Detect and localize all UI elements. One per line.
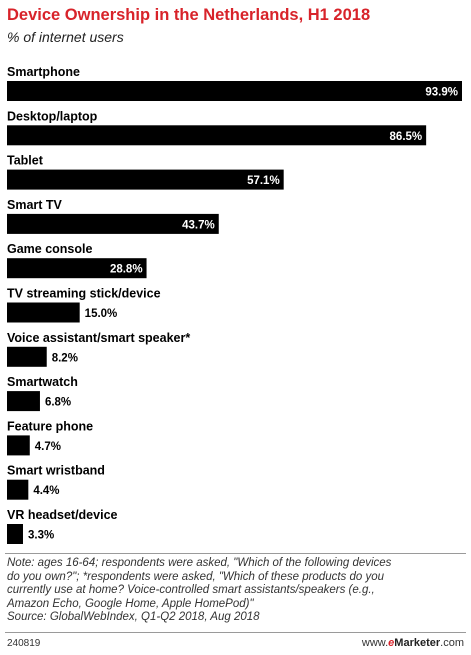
note-divider xyxy=(5,553,466,554)
bar xyxy=(7,391,40,412)
bar xyxy=(7,524,23,544)
brand-prefix: www. xyxy=(361,637,389,649)
note-line-2: do you own?"; *respondents were asked, "… xyxy=(7,570,385,583)
category-label: Tablet xyxy=(7,154,44,168)
bar xyxy=(7,81,462,101)
value-label: 93.9% xyxy=(425,87,458,99)
value-label: 15.0% xyxy=(85,308,118,320)
bar xyxy=(7,346,47,367)
value-label: 8.2% xyxy=(52,352,78,364)
note-line-3: currently use at home? Voice-controlled … xyxy=(7,584,375,596)
category-label: Game console xyxy=(7,242,92,256)
value-label: 3.3% xyxy=(28,530,54,542)
category-label: Smart wristband xyxy=(7,464,105,478)
bar-chart: Smartphone 93.9% Desktop/laptop 86.5% Tablet… xyxy=(7,65,462,544)
value-label: 4.4% xyxy=(33,485,59,497)
bar xyxy=(7,258,147,279)
chart-subtitle: % of internet users xyxy=(7,29,124,45)
note-line-1: Note: ages 16-64; respondents were asked… xyxy=(7,557,392,569)
category-label: TV streaming stick/device xyxy=(7,287,161,301)
value-label: 6.8% xyxy=(45,397,71,409)
bar xyxy=(7,213,219,234)
brand-e: e xyxy=(388,637,395,649)
bar xyxy=(7,125,427,146)
brand-name: Marketer xyxy=(394,637,441,649)
category-label: Voice assistant/smart speaker* xyxy=(7,331,190,345)
category-label: Feature phone xyxy=(7,419,93,433)
brand-logo: www.eMarketer.com xyxy=(362,637,464,649)
bar xyxy=(7,479,29,500)
category-label: Desktop/laptop xyxy=(7,109,98,123)
note-line-4: Amazon Echo, Google Home, Apple HomePod)… xyxy=(7,597,254,610)
category-label: VR headset/device xyxy=(7,508,118,522)
value-label: 4.7% xyxy=(35,441,61,453)
bar xyxy=(7,435,30,456)
value-label: 28.8% xyxy=(110,264,143,276)
value-label: 57.1% xyxy=(247,175,280,187)
value-label: 86.5% xyxy=(390,131,423,143)
category-label: Smartwatch xyxy=(7,375,78,389)
category-label: Smart TV xyxy=(7,198,63,212)
bar xyxy=(7,302,80,323)
category-label: Smartphone xyxy=(7,65,80,79)
brand-suffix: .com xyxy=(440,637,464,649)
value-label: 43.7% xyxy=(182,219,215,231)
chart-title: Device Ownership in the Netherlands, H1 … xyxy=(7,6,371,24)
note-source: Source: GlobalWebIndex, Q1-Q2 2018, Aug … xyxy=(7,611,260,623)
bar xyxy=(7,169,284,190)
chart-id: 240819 xyxy=(7,638,41,649)
chart-note: Note: ages 16-64; respondents were asked… xyxy=(7,557,467,625)
footer-divider xyxy=(5,632,466,633)
